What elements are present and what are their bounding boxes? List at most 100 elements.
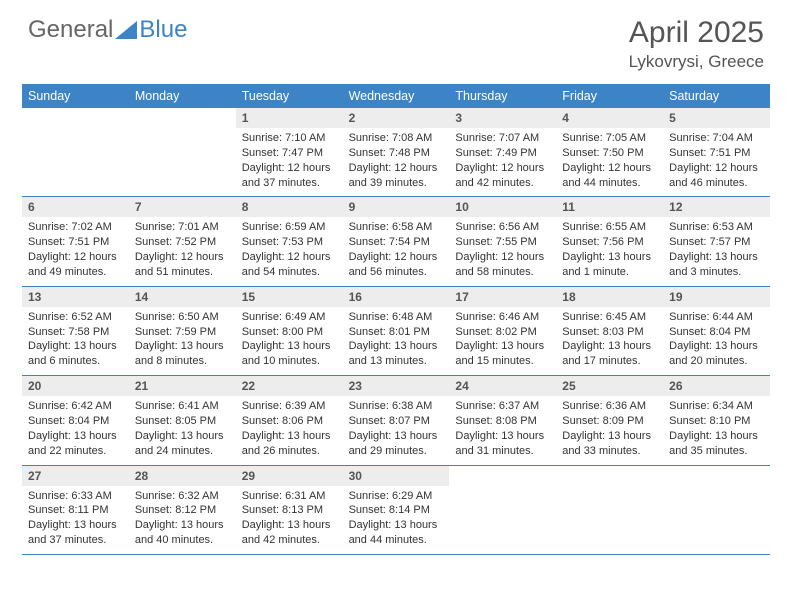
day-cell: 26Sunrise: 6:34 AMSunset: 8:10 PMDayligh… xyxy=(663,376,770,464)
day-number: 27 xyxy=(22,466,129,486)
daylight-line: Daylight: 13 hours and 6 minutes. xyxy=(28,339,123,369)
day-body: Sunrise: 6:29 AMSunset: 8:14 PMDaylight:… xyxy=(343,486,450,554)
sunrise-line: Sunrise: 7:04 AM xyxy=(669,131,764,146)
sunset-line: Sunset: 7:50 PM xyxy=(562,146,657,161)
day-cell: 13Sunrise: 6:52 AMSunset: 7:58 PMDayligh… xyxy=(22,287,129,375)
daylight-line: Daylight: 12 hours and 46 minutes. xyxy=(669,161,764,191)
sunrise-line: Sunrise: 7:08 AM xyxy=(349,131,444,146)
calendar: SundayMondayTuesdayWednesdayThursdayFrid… xyxy=(22,84,770,555)
day-body: Sunrise: 6:56 AMSunset: 7:55 PMDaylight:… xyxy=(449,217,556,285)
logo-triangle-icon xyxy=(115,21,137,39)
day-body: Sunrise: 6:31 AMSunset: 8:13 PMDaylight:… xyxy=(236,486,343,554)
day-body: Sunrise: 7:07 AMSunset: 7:49 PMDaylight:… xyxy=(449,128,556,196)
day-cell: 11Sunrise: 6:55 AMSunset: 7:56 PMDayligh… xyxy=(556,197,663,285)
sunset-line: Sunset: 7:49 PM xyxy=(455,146,550,161)
day-cell: 16Sunrise: 6:48 AMSunset: 8:01 PMDayligh… xyxy=(343,287,450,375)
daylight-line: Daylight: 13 hours and 26 minutes. xyxy=(242,429,337,459)
daylight-line: Daylight: 12 hours and 51 minutes. xyxy=(135,250,230,280)
sunset-line: Sunset: 7:54 PM xyxy=(349,235,444,250)
sunset-line: Sunset: 8:02 PM xyxy=(455,325,550,340)
day-body: Sunrise: 6:52 AMSunset: 7:58 PMDaylight:… xyxy=(22,307,129,375)
daylight-line: Daylight: 13 hours and 8 minutes. xyxy=(135,339,230,369)
empty-cell xyxy=(663,466,770,554)
daylight-line: Daylight: 13 hours and 33 minutes. xyxy=(562,429,657,459)
day-body: Sunrise: 6:33 AMSunset: 8:11 PMDaylight:… xyxy=(22,486,129,554)
day-cell: 15Sunrise: 6:49 AMSunset: 8:00 PMDayligh… xyxy=(236,287,343,375)
daylight-line: Daylight: 13 hours and 22 minutes. xyxy=(28,429,123,459)
day-header: Monday xyxy=(129,84,236,108)
sunset-line: Sunset: 8:03 PM xyxy=(562,325,657,340)
day-cell: 25Sunrise: 6:36 AMSunset: 8:09 PMDayligh… xyxy=(556,376,663,464)
day-number: 13 xyxy=(22,287,129,307)
day-header: Sunday xyxy=(22,84,129,108)
day-body: Sunrise: 6:50 AMSunset: 7:59 PMDaylight:… xyxy=(129,307,236,375)
sunrise-line: Sunrise: 6:45 AM xyxy=(562,310,657,325)
day-body: Sunrise: 6:59 AMSunset: 7:53 PMDaylight:… xyxy=(236,217,343,285)
sunrise-line: Sunrise: 6:46 AM xyxy=(455,310,550,325)
day-number: 19 xyxy=(663,287,770,307)
sunset-line: Sunset: 8:06 PM xyxy=(242,414,337,429)
daylight-line: Daylight: 13 hours and 29 minutes. xyxy=(349,429,444,459)
sunrise-line: Sunrise: 6:50 AM xyxy=(135,310,230,325)
day-body: Sunrise: 6:38 AMSunset: 8:07 PMDaylight:… xyxy=(343,396,450,464)
sunset-line: Sunset: 7:51 PM xyxy=(28,235,123,250)
day-body: Sunrise: 6:44 AMSunset: 8:04 PMDaylight:… xyxy=(663,307,770,375)
daylight-line: Daylight: 12 hours and 54 minutes. xyxy=(242,250,337,280)
week-row: 1Sunrise: 7:10 AMSunset: 7:47 PMDaylight… xyxy=(22,108,770,197)
day-body: Sunrise: 6:42 AMSunset: 8:04 PMDaylight:… xyxy=(22,396,129,464)
day-number: 21 xyxy=(129,376,236,396)
daylight-line: Daylight: 12 hours and 49 minutes. xyxy=(28,250,123,280)
day-number: 7 xyxy=(129,197,236,217)
day-body: Sunrise: 7:04 AMSunset: 7:51 PMDaylight:… xyxy=(663,128,770,196)
day-number: 14 xyxy=(129,287,236,307)
sunrise-line: Sunrise: 6:34 AM xyxy=(669,399,764,414)
day-cell: 3Sunrise: 7:07 AMSunset: 7:49 PMDaylight… xyxy=(449,108,556,196)
sunset-line: Sunset: 8:04 PM xyxy=(669,325,764,340)
title-block: April 2025 Lykovrysi, Greece xyxy=(629,16,764,72)
empty-cell xyxy=(22,108,129,196)
day-number: 30 xyxy=(343,466,450,486)
day-number: 10 xyxy=(449,197,556,217)
location: Lykovrysi, Greece xyxy=(629,52,764,72)
sunset-line: Sunset: 8:07 PM xyxy=(349,414,444,429)
month-title: April 2025 xyxy=(629,16,764,50)
day-cell: 6Sunrise: 7:02 AMSunset: 7:51 PMDaylight… xyxy=(22,197,129,285)
day-body: Sunrise: 7:08 AMSunset: 7:48 PMDaylight:… xyxy=(343,128,450,196)
day-number: 9 xyxy=(343,197,450,217)
daylight-line: Daylight: 12 hours and 39 minutes. xyxy=(349,161,444,191)
day-cell: 22Sunrise: 6:39 AMSunset: 8:06 PMDayligh… xyxy=(236,376,343,464)
sunset-line: Sunset: 8:10 PM xyxy=(669,414,764,429)
day-cell: 12Sunrise: 6:53 AMSunset: 7:57 PMDayligh… xyxy=(663,197,770,285)
sunset-line: Sunset: 8:08 PM xyxy=(455,414,550,429)
day-cell: 20Sunrise: 6:42 AMSunset: 8:04 PMDayligh… xyxy=(22,376,129,464)
day-body: Sunrise: 6:45 AMSunset: 8:03 PMDaylight:… xyxy=(556,307,663,375)
day-body: Sunrise: 7:02 AMSunset: 7:51 PMDaylight:… xyxy=(22,217,129,285)
daylight-line: Daylight: 12 hours and 37 minutes. xyxy=(242,161,337,191)
sunset-line: Sunset: 8:04 PM xyxy=(28,414,123,429)
day-cell: 28Sunrise: 6:32 AMSunset: 8:12 PMDayligh… xyxy=(129,466,236,554)
daylight-line: Daylight: 13 hours and 13 minutes. xyxy=(349,339,444,369)
day-body: Sunrise: 6:53 AMSunset: 7:57 PMDaylight:… xyxy=(663,217,770,285)
sunset-line: Sunset: 8:12 PM xyxy=(135,503,230,518)
week-row: 27Sunrise: 6:33 AMSunset: 8:11 PMDayligh… xyxy=(22,466,770,555)
day-cell: 29Sunrise: 6:31 AMSunset: 8:13 PMDayligh… xyxy=(236,466,343,554)
daylight-line: Daylight: 13 hours and 1 minute. xyxy=(562,250,657,280)
day-number: 26 xyxy=(663,376,770,396)
day-number: 20 xyxy=(22,376,129,396)
day-number: 4 xyxy=(556,108,663,128)
day-number: 1 xyxy=(236,108,343,128)
day-body: Sunrise: 6:32 AMSunset: 8:12 PMDaylight:… xyxy=(129,486,236,554)
logo-text-general: General xyxy=(28,16,113,44)
sunset-line: Sunset: 7:56 PM xyxy=(562,235,657,250)
sunset-line: Sunset: 8:11 PM xyxy=(28,503,123,518)
day-number: 8 xyxy=(236,197,343,217)
daylight-line: Daylight: 13 hours and 17 minutes. xyxy=(562,339,657,369)
sunrise-line: Sunrise: 7:10 AM xyxy=(242,131,337,146)
week-row: 6Sunrise: 7:02 AMSunset: 7:51 PMDaylight… xyxy=(22,197,770,286)
sunset-line: Sunset: 7:51 PM xyxy=(669,146,764,161)
logo: General Blue xyxy=(28,16,187,44)
day-body: Sunrise: 7:01 AMSunset: 7:52 PMDaylight:… xyxy=(129,217,236,285)
sunset-line: Sunset: 7:53 PM xyxy=(242,235,337,250)
day-number: 16 xyxy=(343,287,450,307)
sunrise-line: Sunrise: 6:31 AM xyxy=(242,489,337,504)
